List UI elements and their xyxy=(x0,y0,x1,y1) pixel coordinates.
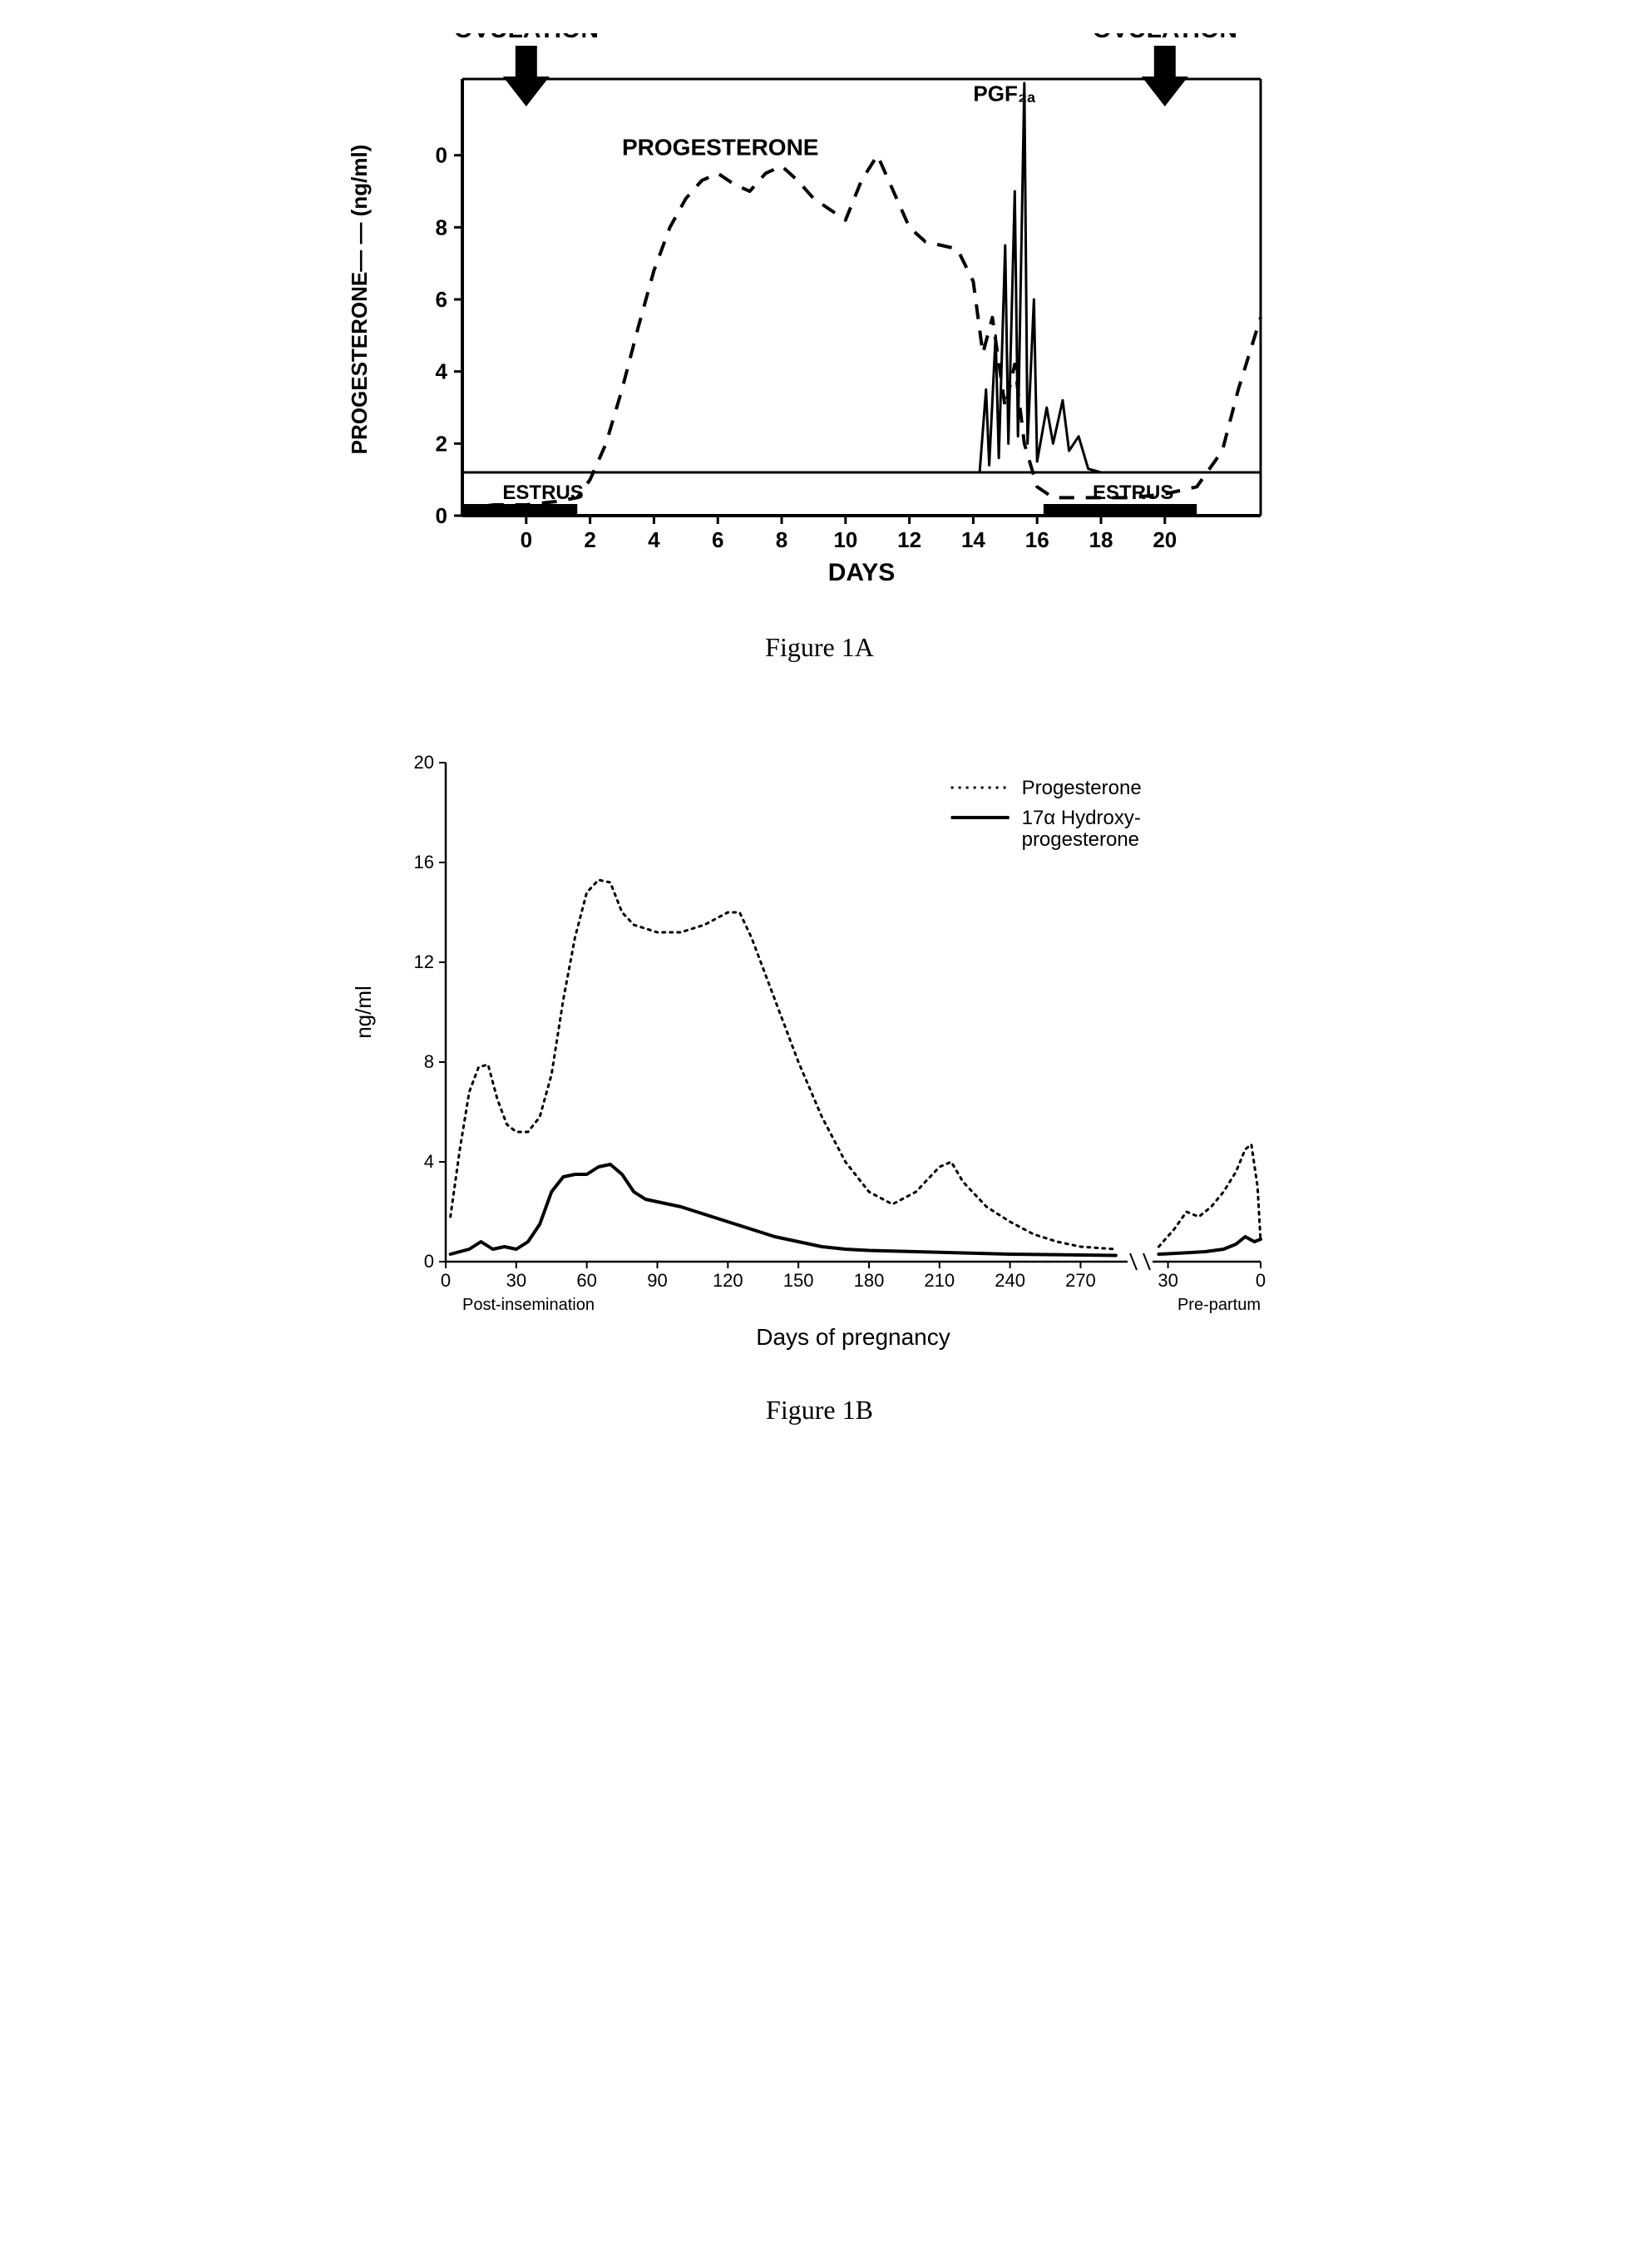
svg-text:17α Hydroxy-: 17α Hydroxy- xyxy=(1021,807,1140,829)
svg-text:150: 150 xyxy=(782,1270,813,1291)
svg-text:PROGESTERONE: PROGESTERONE xyxy=(622,135,818,161)
svg-text:OVULATION: OVULATION xyxy=(1092,33,1237,43)
svg-text:120: 120 xyxy=(712,1270,743,1291)
svg-text:OVULATION: OVULATION xyxy=(453,33,598,43)
figure-1a: 0 2 4 6 8 0 PROGESTERONE— — (ng/ml) 0 2 4 6 8 10 12 14… xyxy=(238,33,1402,663)
svg-text:0: 0 xyxy=(440,1270,450,1291)
svg-text:Progesterone: Progesterone xyxy=(1021,777,1141,799)
svg-text:210: 210 xyxy=(924,1270,955,1291)
svg-text:0: 0 xyxy=(520,527,531,552)
svg-text:progesterone: progesterone xyxy=(1021,828,1138,851)
svg-text:ESTRUS: ESTRUS xyxy=(1093,482,1173,504)
svg-text:2: 2 xyxy=(584,527,595,552)
svg-text:60: 60 xyxy=(576,1270,596,1291)
svg-text:180: 180 xyxy=(853,1270,884,1291)
svg-text:8: 8 xyxy=(435,215,447,240)
svg-text:Post-insemination: Post-insemination xyxy=(462,1296,595,1314)
svg-text:30: 30 xyxy=(506,1270,526,1291)
svg-text:18: 18 xyxy=(1089,527,1113,552)
svg-text:12: 12 xyxy=(897,527,921,552)
svg-text:0: 0 xyxy=(435,503,447,528)
svg-text:16: 16 xyxy=(413,852,433,872)
svg-text:270: 270 xyxy=(1065,1270,1096,1291)
svg-text:20: 20 xyxy=(1153,527,1177,552)
svg-text:PROGESTERONE— — (ng/ml): PROGESTERONE— — (ng/ml) xyxy=(347,145,372,455)
svg-text:14: 14 xyxy=(960,527,985,552)
svg-text:20: 20 xyxy=(413,752,433,773)
svg-text:10: 10 xyxy=(833,527,857,552)
figure-1b-caption: Figure 1B xyxy=(238,1395,1402,1426)
chart-1a: 0 2 4 6 8 0 PROGESTERONE— — (ng/ml) 0 2 4 6 8 10 12 14… xyxy=(238,33,1402,615)
svg-text:4: 4 xyxy=(648,527,660,552)
figure-1a-caption: Figure 1A xyxy=(238,632,1402,663)
svg-text:8: 8 xyxy=(775,527,787,552)
svg-text:2: 2 xyxy=(435,431,447,456)
svg-text:16: 16 xyxy=(1024,527,1049,552)
svg-text:240: 240 xyxy=(995,1270,1025,1291)
chart-1a-svg: 0 2 4 6 8 0 PROGESTERONE— — (ng/ml) 0 2 4 6 8 10 12 14… xyxy=(321,33,1319,615)
chart-1b-svg: 0 4 8 12 16 20 ng/ml 0 30 60 90 120 150 180 210 240 270 3… xyxy=(321,729,1319,1378)
svg-text:Days of pregnancy: Days of pregnancy xyxy=(756,1324,950,1350)
figure-1b: 0 4 8 12 16 20 ng/ml 0 30 60 90 120 150 180 210 240 270 3… xyxy=(238,729,1402,1426)
svg-text:30: 30 xyxy=(1158,1270,1177,1291)
svg-text:6: 6 xyxy=(711,527,723,552)
chart-1b: 0 4 8 12 16 20 ng/ml 0 30 60 90 120 150 180 210 240 270 3… xyxy=(238,729,1402,1378)
svg-text:ng/ml: ng/ml xyxy=(351,986,376,1039)
svg-text:0: 0 xyxy=(1255,1270,1265,1291)
svg-text:90: 90 xyxy=(647,1270,667,1291)
svg-text:4: 4 xyxy=(423,1151,433,1172)
svg-text:PGF₂ₐ: PGF₂ₐ xyxy=(973,82,1035,106)
svg-text:ESTRUS: ESTRUS xyxy=(502,482,583,504)
svg-text:Pre-partum: Pre-partum xyxy=(1177,1296,1260,1314)
svg-text:6: 6 xyxy=(435,287,447,312)
svg-text:0: 0 xyxy=(423,1251,433,1272)
svg-text:4: 4 xyxy=(435,359,447,384)
svg-text:12: 12 xyxy=(413,951,433,972)
svg-text:DAYS: DAYS xyxy=(827,559,895,586)
svg-text:8: 8 xyxy=(423,1051,433,1072)
svg-text:0: 0 xyxy=(435,143,447,168)
